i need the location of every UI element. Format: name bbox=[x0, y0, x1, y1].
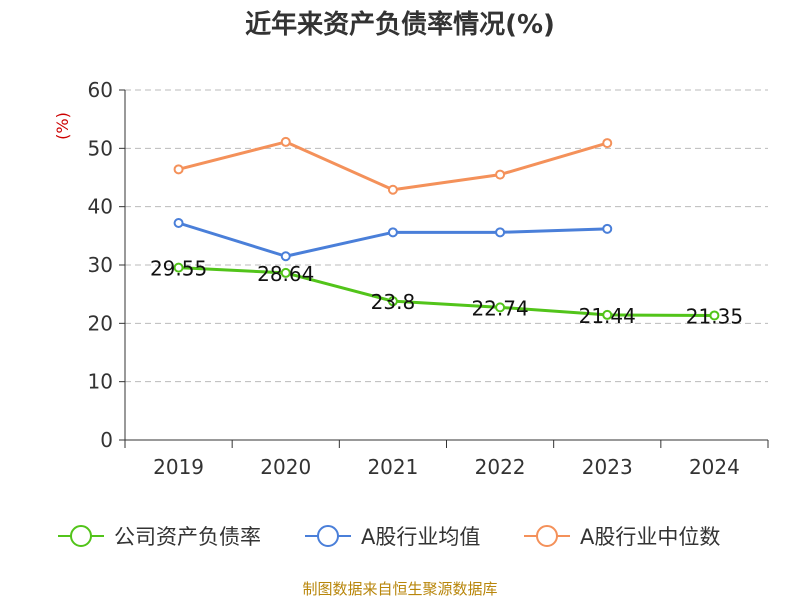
data-point bbox=[602, 138, 613, 149]
y-tick-label: 10 bbox=[88, 370, 113, 394]
legend: 公司资产负债率 A股行业均值 A股行业中位数 bbox=[58, 525, 720, 549]
legend-label: A股行业中位数 bbox=[580, 525, 720, 549]
data-point bbox=[280, 267, 291, 278]
data-point bbox=[173, 218, 184, 228]
legend-marker bbox=[317, 525, 339, 547]
legend-label: A股行业均值 bbox=[361, 525, 480, 549]
data-point bbox=[280, 136, 291, 147]
data-point bbox=[495, 227, 506, 238]
y-tick-label: 30 bbox=[88, 253, 113, 277]
data-label: 28.64 bbox=[257, 262, 314, 286]
series-lines bbox=[173, 136, 720, 321]
y-tick-label: 40 bbox=[88, 195, 113, 219]
data-point bbox=[602, 309, 613, 320]
data-label: 23.8 bbox=[371, 290, 416, 314]
axes: 0 10 20 30 40 50 60 (%) 2019 2020 2021 2022 2023 2024 bbox=[53, 78, 769, 479]
source-note: 制图数据来自恒生聚源数据库 bbox=[302, 580, 498, 598]
data-labels: 29.55 28.64 23.8 22.74 21.44 21.35 bbox=[150, 257, 743, 329]
legend-marker bbox=[536, 525, 558, 547]
data-label: 21.44 bbox=[579, 304, 636, 328]
data-point bbox=[387, 296, 398, 307]
y-tick-label: 60 bbox=[88, 78, 113, 102]
grid-lines bbox=[125, 89, 768, 383]
y-tick-label: 0 bbox=[100, 428, 113, 452]
data-point bbox=[709, 310, 720, 321]
x-tick-label: 2019 bbox=[153, 455, 204, 479]
data-point bbox=[602, 223, 613, 234]
y-tick-label: 20 bbox=[88, 311, 113, 335]
x-tick-label: 2020 bbox=[260, 455, 311, 479]
series-line bbox=[178, 140, 608, 192]
data-point bbox=[387, 227, 398, 238]
data-point bbox=[173, 262, 184, 273]
data-point bbox=[387, 184, 398, 195]
series-line bbox=[178, 266, 715, 317]
data-label: 22.74 bbox=[471, 296, 528, 320]
data-label: 29.55 bbox=[150, 257, 207, 281]
legend-marker bbox=[70, 525, 92, 547]
x-tick-label: 2024 bbox=[689, 455, 740, 479]
x-tick-label: 2023 bbox=[582, 455, 633, 479]
data-point bbox=[495, 302, 506, 313]
x-tick-label: 2021 bbox=[367, 455, 418, 479]
chart-title: 近年来资产负债率情况(%) bbox=[245, 10, 555, 40]
y-tick-label: 50 bbox=[88, 136, 113, 160]
legend-label: 公司资产负债率 bbox=[114, 525, 261, 549]
data-point bbox=[495, 169, 506, 180]
data-point bbox=[280, 251, 291, 262]
x-tick-label: 2022 bbox=[475, 455, 526, 479]
y-axis-label: (%) bbox=[53, 112, 72, 140]
data-label: 21.35 bbox=[686, 304, 743, 328]
data-point bbox=[173, 164, 184, 175]
